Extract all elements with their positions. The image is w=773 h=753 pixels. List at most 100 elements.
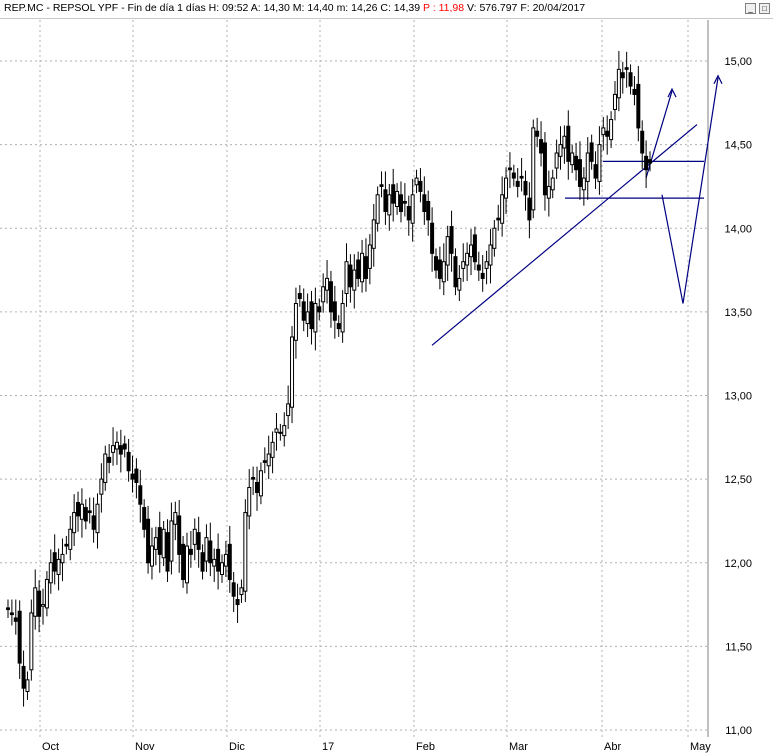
candle-body [632,88,637,95]
candle-body [593,164,598,179]
candle-body [41,604,46,607]
candle-body [469,244,474,258]
candle-body [356,259,361,279]
candle-body [328,281,333,313]
y-tick-label: 11,00 [725,725,752,737]
candle-body [72,512,77,534]
candle-body [507,167,512,171]
candle-body [204,537,209,562]
x-tick-label: Abr [604,741,621,753]
candle-body [363,256,368,279]
candle-body [476,264,481,271]
candle-body [348,264,353,288]
candle-body [402,200,407,204]
candle-body [531,127,536,211]
candle-body [122,443,127,450]
x-tick-label: Dic [229,741,245,753]
y-tick-label: 13,00 [724,391,752,403]
candle-body [539,139,544,154]
candle-body [223,553,228,567]
candle-body [95,503,100,534]
candle-body [581,177,586,191]
candle-body [192,528,197,545]
candle-body [138,485,143,505]
candle-body [33,587,38,617]
candle-body [449,226,454,254]
candle-body [472,234,477,263]
candle-body [239,587,244,596]
minimize-icon[interactable]: _ [745,3,756,14]
candle-body [282,425,287,437]
candle-body [76,502,81,517]
candle-body [130,473,135,480]
candle-body [418,180,423,192]
candle-body [83,507,88,522]
candle-body [391,184,396,204]
y-tick-label: 15,00 [724,56,752,68]
candle-body [52,552,57,572]
candle-body [336,323,341,330]
x-tick-label: 17 [322,741,334,753]
candle-body [410,194,415,224]
x-tick-label: Oct [42,741,59,753]
candle-body [107,456,112,463]
candle-body [441,261,446,283]
chart-info-text: REP.MC - REPSOL YPF - Fin de día 1 días … [4,2,586,14]
candle-body [644,155,649,171]
candle-body [325,277,330,291]
y-tick-label: 14,50 [724,140,752,152]
candle-body [227,543,232,580]
y-tick-label: 12,50 [724,474,752,486]
candle-body [406,206,411,221]
candle-body [511,172,516,179]
candle-body [360,252,365,283]
candle-body [118,445,123,455]
candle-body [387,194,392,216]
candle-body [395,190,400,208]
candle-body [422,194,427,213]
candle-body [457,277,462,291]
candle-body [566,125,571,162]
candle-body [496,217,501,221]
candle-body [266,453,271,467]
candle-body [243,512,248,592]
candle-body [558,144,563,157]
candle-body [184,545,189,584]
candle-body [188,548,193,555]
candle-body [142,507,147,530]
candle-body [554,152,559,169]
candle-body [114,441,119,450]
candle-body [585,152,590,182]
candle-body [414,177,419,186]
candle-body [286,403,291,417]
candle-body [332,301,337,321]
candle-body [29,612,34,671]
candle-body [515,180,520,187]
y-tick-label: 12,00 [724,558,752,570]
candle-body [434,256,438,271]
candle-body [297,292,302,299]
candle-body [453,256,458,288]
candle-body [48,562,53,584]
candle-body [181,543,186,580]
candle-body [91,515,96,530]
candle-body [247,486,252,517]
arrow-head-icon [667,87,677,98]
candle-body [60,553,65,564]
arrow-head-icon [713,74,723,84]
candle-body [68,528,73,550]
candle-body [258,470,263,497]
candle-body [371,219,376,249]
candle-body [146,518,151,564]
candle-body [375,194,380,224]
candle-body [56,558,61,575]
candle-body [305,311,310,325]
candle-body [13,617,18,622]
candle-body [313,303,318,333]
y-tick-label: 13,50 [724,307,752,319]
candle-body [79,503,84,520]
candle-body [173,512,178,525]
candle-body [64,543,69,547]
maximize-icon[interactable]: □ [759,3,770,14]
candle-body [612,93,617,111]
